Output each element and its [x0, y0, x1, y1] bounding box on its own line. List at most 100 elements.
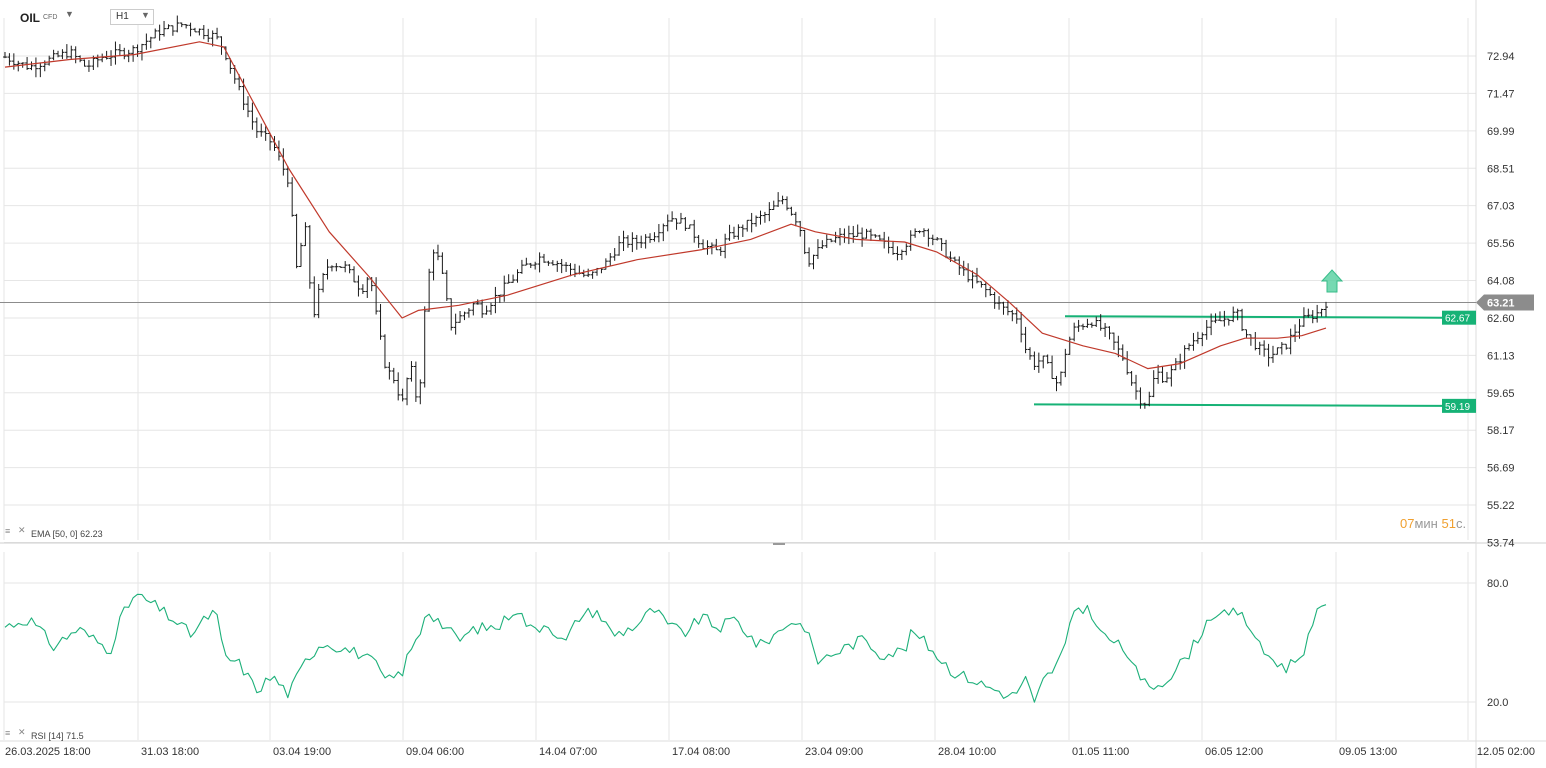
price-bar: [109, 50, 114, 66]
price-bar: [418, 379, 423, 405]
price-bar: [709, 242, 714, 255]
price-bar: [1191, 332, 1196, 351]
price-bar: [1253, 331, 1258, 351]
price-tick-label: 64.08: [1487, 276, 1515, 288]
price-bar: [1226, 318, 1231, 326]
price-tick-label: 53.74: [1487, 537, 1515, 549]
price-bar: [290, 177, 295, 217]
support-tag: 59.19: [1442, 398, 1476, 413]
price-bar: [851, 225, 856, 243]
price-bar: [104, 50, 109, 60]
price-tick-label: 56.69: [1487, 463, 1515, 475]
price-bar: [1187, 343, 1192, 351]
price-bar: [745, 219, 750, 232]
price-bar: [444, 270, 449, 301]
price-bar: [979, 281, 984, 288]
price-bar: [506, 274, 511, 284]
bar-countdown: 07мин 51с.: [1400, 516, 1466, 531]
price-bar: [793, 211, 798, 227]
price-bar: [1081, 323, 1086, 330]
price-bar: [299, 242, 304, 267]
price-bar: [656, 224, 661, 243]
price-bar: [692, 219, 697, 243]
price-bar: [338, 266, 343, 268]
resistance-line: [1064, 315, 1443, 319]
price-bar: [1054, 375, 1059, 392]
price-bar: [325, 259, 330, 280]
up-arrow-icon[interactable]: [1320, 269, 1344, 293]
rsi-label: RSI: [31, 731, 47, 741]
price-bar: [73, 46, 78, 64]
price-bar: [1138, 387, 1143, 409]
price-bar: [1288, 328, 1293, 355]
support-resistance-levels[interactable]: [1033, 315, 1443, 407]
price-tick-label: 55.22: [1487, 500, 1515, 512]
price-bar: [970, 270, 975, 289]
price-bar: [1279, 342, 1284, 355]
chevron-down-icon[interactable]: ▼: [65, 9, 74, 19]
price-bar: [723, 233, 728, 259]
close-icon[interactable]: ✕: [18, 727, 26, 737]
price-bar: [1005, 300, 1010, 316]
countdown-sec-unit: с.: [1455, 516, 1467, 531]
timeframe-label[interactable]: H1: [116, 11, 129, 22]
price-bar: [502, 275, 507, 302]
ema-value: 62.23: [80, 529, 103, 539]
price-bar: [1319, 308, 1324, 317]
price-bar: [1116, 335, 1121, 358]
price-bar: [754, 215, 759, 227]
price-bar: [515, 269, 520, 283]
menu-icon[interactable]: ≡: [5, 728, 11, 738]
price-bar: [798, 220, 803, 237]
price-axis[interactable]: 72.94 71.47 69.99 68.51 67.03 65.56 64.08 62.60…: [1487, 51, 1515, 549]
rsi-polyline: [4, 593, 1327, 703]
symbol-name[interactable]: OIL: [20, 11, 40, 25]
price-bar: [846, 225, 851, 245]
price-tick-label: 61.13: [1487, 350, 1515, 362]
chevron-down-icon[interactable]: ▼: [141, 10, 150, 20]
price-bar: [1178, 353, 1183, 370]
time-tick-label: 12.05 02:00: [1477, 746, 1535, 758]
price-bar: [599, 267, 604, 274]
price-bar: [696, 234, 701, 248]
timeframe-selector[interactable]: [110, 9, 154, 25]
price-bar: [952, 256, 957, 262]
price-bar: [144, 33, 149, 50]
price-bar: [718, 246, 723, 256]
price-bar: [511, 274, 516, 283]
price-bar: [736, 224, 741, 240]
price-bar: [564, 262, 569, 272]
close-icon[interactable]: ✕: [18, 525, 26, 535]
price-bar: [590, 271, 595, 279]
price-bar: [714, 238, 719, 251]
price-bar: [652, 232, 657, 242]
price-bar: [789, 206, 794, 216]
price-bar: [1147, 391, 1152, 407]
price-bar: [895, 246, 900, 261]
price-bar: [1244, 329, 1249, 338]
price-bars: [3, 15, 1328, 409]
current-price-tag: 63.21: [1476, 294, 1534, 311]
price-bar: [935, 236, 940, 241]
price-bar: [153, 28, 158, 39]
price-bar: [537, 252, 542, 273]
price-bar: [1222, 310, 1227, 327]
level-tag-text: 62.67: [1445, 314, 1470, 325]
price-bar: [1293, 324, 1298, 342]
ema-polyline: [4, 41, 1327, 370]
time-tick-label: 09.04 06:00: [406, 746, 464, 758]
rsi-line: [4, 593, 1327, 703]
price-bar: [674, 218, 679, 230]
price-bar: [294, 213, 299, 269]
price-bar: [427, 268, 432, 312]
price-bar: [860, 227, 865, 247]
price-bar: [1182, 345, 1187, 369]
price-bar: [316, 284, 321, 319]
price-tick-label: 58.17: [1487, 425, 1515, 437]
time-axis[interactable]: 26.03.2025 18:00 31.03 18:00 03.04 19:00 09…: [5, 746, 1535, 758]
price-bar: [1240, 308, 1245, 332]
price-bar: [1217, 311, 1222, 322]
price-bar: [957, 256, 962, 275]
menu-icon[interactable]: ≡: [5, 526, 11, 536]
